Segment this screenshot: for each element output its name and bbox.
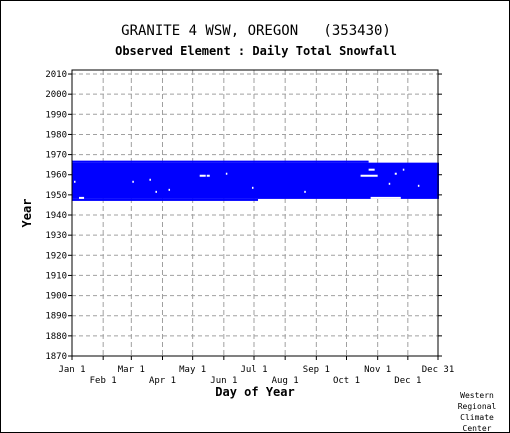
x-tick-label: Apr 1 — [149, 376, 176, 386]
data-band — [72, 160, 369, 163]
x-tick-label: Nov 1 — [364, 365, 391, 375]
y-tick-label: 1900 — [45, 292, 67, 302]
y-tick-label: 1930 — [45, 231, 67, 241]
x-tick-label: Oct 1 — [333, 376, 360, 386]
credit-line: Climate — [460, 413, 494, 422]
missing-data-mark — [251, 186, 254, 189]
missing-data-mark — [402, 168, 405, 171]
y-tick-label: 1940 — [45, 211, 67, 221]
missing-data-mark — [74, 180, 76, 183]
y-tick-label: 1980 — [45, 130, 67, 140]
y-tick-label: 1950 — [45, 191, 67, 201]
credit-line: Center — [462, 424, 492, 433]
x-tick-label: Jan 1 — [58, 365, 85, 375]
x-tick-label: Dec 31 — [422, 365, 455, 375]
credit-line: Western — [460, 391, 494, 400]
x-tick-label: Jul 1 — [240, 365, 267, 375]
x-tick-label: Jun 1 — [210, 376, 237, 386]
missing-data-mark — [417, 184, 420, 187]
x-tick-label: Dec 1 — [394, 376, 421, 386]
chart-subtitle: Observed Element : Daily Total Snowfall — [115, 44, 397, 58]
x-tick-label: Sep 1 — [303, 365, 330, 375]
x-axis-title: Day of Year — [215, 385, 294, 399]
tick-layer: 1870 1880 1890 1900 1910 1920 1930 1940 1950 1960… — [45, 70, 454, 386]
missing-data-mark — [206, 174, 210, 177]
plot-frame — [71, 69, 439, 357]
y-tick-label: 2000 — [45, 90, 67, 100]
missing-data-mark — [368, 168, 375, 171]
missing-data-mark — [79, 196, 85, 199]
grid-lines — [72, 70, 438, 357]
missing-data-mark — [388, 182, 391, 185]
y-tick-label: 1870 — [45, 352, 67, 362]
y-tick-label: 1990 — [45, 110, 67, 120]
missing-data-mark — [225, 172, 228, 175]
credit-block: Western Regional Climate Center — [449, 390, 505, 433]
y-tick-label: 2010 — [45, 70, 67, 80]
y-tick-label: 1880 — [45, 332, 67, 342]
y-tick-label: 1920 — [45, 251, 67, 261]
missing-data-mark — [168, 188, 171, 191]
x-tick-label: Mar 1 — [118, 365, 145, 375]
missing-data-mark — [149, 178, 151, 181]
y-tick-label: 1970 — [45, 151, 67, 161]
y-tick-label: 1960 — [45, 171, 67, 181]
data-layer — [72, 160, 440, 201]
y-tick-label: 1910 — [45, 271, 67, 281]
x-tick-label: Aug 1 — [272, 376, 299, 386]
missing-data-mark — [370, 196, 401, 199]
missing-data-mark — [132, 180, 134, 183]
x-tick-label: Feb 1 — [90, 376, 117, 386]
missing-data-mark — [394, 172, 397, 175]
y-axis-title: Year — [20, 199, 34, 228]
y-tick-label: 1890 — [45, 312, 67, 322]
data-band — [72, 198, 259, 201]
missing-data-mark — [304, 190, 306, 193]
credit-line: Regional — [457, 402, 497, 411]
missing-data-mark — [360, 174, 378, 177]
missing-data-mark — [199, 174, 206, 177]
chart-title: GRANITE 4 WSW, OREGON (353430) — [121, 23, 391, 39]
missing-data-mark — [155, 190, 157, 193]
x-tick-label: May 1 — [179, 365, 206, 375]
data-band — [72, 162, 440, 199]
